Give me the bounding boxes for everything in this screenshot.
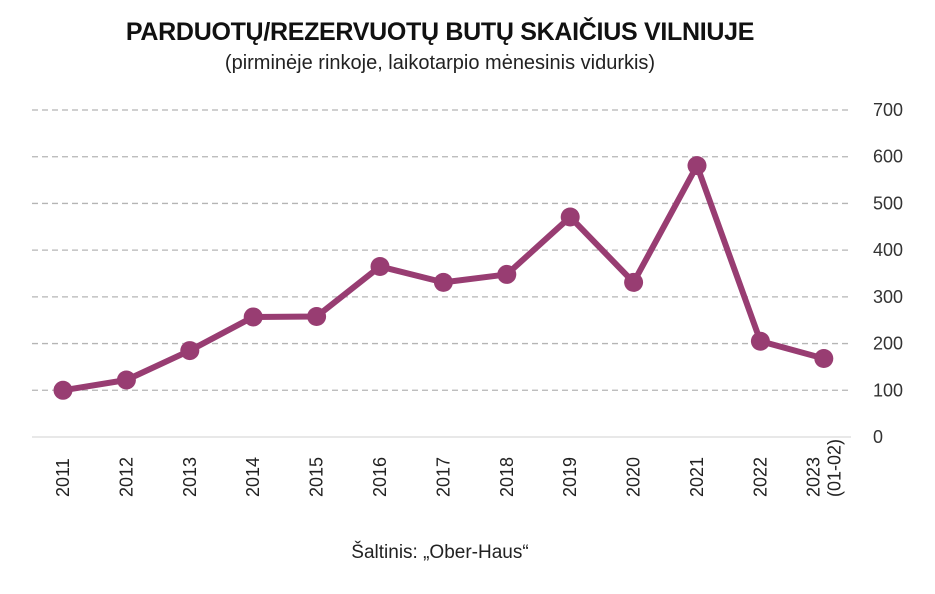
data-point xyxy=(560,207,580,227)
data-point xyxy=(53,380,73,400)
data-point xyxy=(814,349,834,369)
x-tick-label: 2014 xyxy=(243,457,263,497)
y-tick-label: 600 xyxy=(873,147,903,167)
chart-title: PARDUOTŲ/REZERVUOTŲ BUTŲ SKAIČIUS VILNIU… xyxy=(125,18,755,46)
data-point xyxy=(433,272,453,292)
data-point xyxy=(307,306,327,326)
x-tick-label: 2017 xyxy=(433,457,453,497)
y-tick-label: 500 xyxy=(873,193,903,213)
x-tick-label: 2021 xyxy=(687,457,707,497)
y-tick-label: 300 xyxy=(873,287,903,307)
x-tick-label: 2023(01-02) xyxy=(803,439,844,497)
x-tick-label: 2013 xyxy=(180,457,200,497)
chart-subtitle: (pirminėje rinkoje, laikotarpio mėnesini… xyxy=(224,52,656,74)
x-tick-label: 2015 xyxy=(307,457,327,497)
data-point xyxy=(497,264,517,284)
data-point xyxy=(750,331,770,351)
data-point xyxy=(180,341,200,361)
x-tick-label: 2012 xyxy=(116,457,136,497)
y-tick-label: 700 xyxy=(873,100,903,120)
data-point xyxy=(116,370,136,390)
y-tick-label: 100 xyxy=(873,380,903,400)
x-tick-label: 2020 xyxy=(624,457,644,497)
source-note: Šaltinis: „Ober-Haus“ xyxy=(351,542,529,563)
x-tick-label: 2019 xyxy=(560,457,580,497)
y-tick-label: 200 xyxy=(873,334,903,354)
data-point xyxy=(687,156,707,176)
x-tick-label: 2018 xyxy=(497,457,517,497)
x-tick-label: 2011 xyxy=(53,458,73,497)
y-tick-label: 400 xyxy=(873,240,903,260)
data-point xyxy=(624,272,644,292)
data-point xyxy=(370,256,390,276)
y-tick-label: 0 xyxy=(873,427,883,447)
data-point xyxy=(243,307,263,327)
x-tick-label: 2016 xyxy=(370,457,390,497)
x-tick-label: 2022 xyxy=(750,457,770,497)
